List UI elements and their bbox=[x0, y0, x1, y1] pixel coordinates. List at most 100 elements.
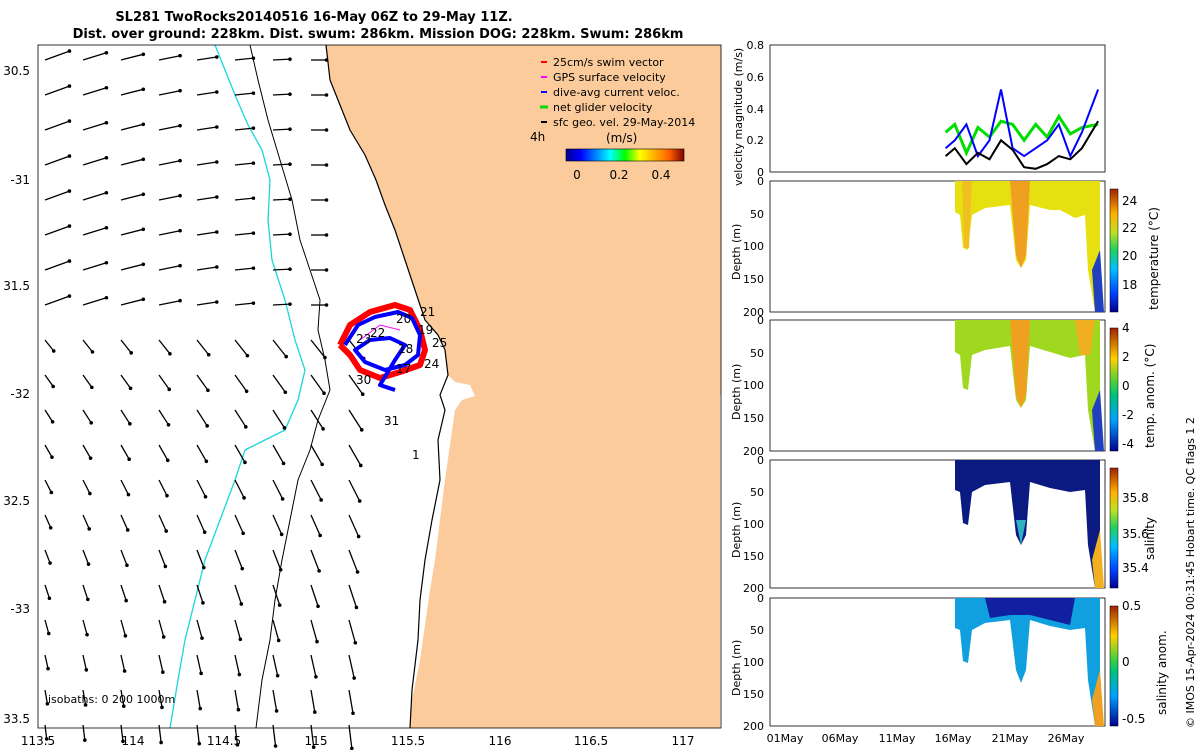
current-arrow-head bbox=[121, 739, 125, 744]
day-label: 22 bbox=[370, 326, 385, 340]
current-arrow-head bbox=[51, 384, 55, 389]
current-arrow bbox=[196, 549, 205, 568]
current-arrow-head bbox=[48, 561, 52, 565]
current-arrow bbox=[44, 85, 70, 96]
velocity-lines bbox=[944, 89, 1100, 170]
time-tick: 16May bbox=[935, 732, 972, 745]
depth-y-tick: 50 bbox=[750, 208, 764, 221]
current-arrow bbox=[196, 301, 217, 306]
current-arrow-head bbox=[311, 745, 316, 750]
current-arrow bbox=[158, 55, 181, 61]
current-arrow bbox=[196, 619, 203, 639]
current-arrow-head bbox=[201, 601, 205, 605]
current-arrow bbox=[272, 93, 291, 96]
current-arrow-head bbox=[236, 707, 241, 712]
current-arrow bbox=[158, 125, 181, 131]
velocity-axes bbox=[769, 44, 1106, 173]
current-arrow bbox=[44, 190, 70, 201]
map-x-tick: 115 bbox=[305, 734, 328, 748]
current-arrow-head bbox=[214, 160, 219, 164]
current-arrow-head bbox=[314, 675, 318, 679]
current-arrow bbox=[234, 197, 254, 201]
current-arrow-head bbox=[276, 638, 281, 643]
time-tick: 11May bbox=[879, 732, 916, 745]
current-arrow-head bbox=[67, 224, 72, 228]
current-arrow bbox=[196, 444, 207, 462]
current-arrow-head bbox=[251, 301, 256, 305]
map-y-tick: -33 bbox=[10, 602, 30, 616]
current-arrow-head bbox=[240, 566, 245, 571]
current-arrow bbox=[82, 584, 89, 600]
current-arrow bbox=[310, 479, 322, 501]
salinity-anomaly-colorbar bbox=[1109, 605, 1119, 727]
current-arrow bbox=[158, 619, 165, 638]
day-label: 17 bbox=[396, 362, 411, 376]
map-y-tick: 33.5 bbox=[3, 712, 30, 726]
current-arrow-head bbox=[84, 668, 89, 672]
legend-label-swim: 25cm/s swim vector bbox=[553, 56, 664, 69]
current-arrow bbox=[310, 724, 315, 748]
current-arrow bbox=[158, 549, 166, 567]
current-arrow bbox=[348, 619, 356, 643]
current-arrow-head bbox=[178, 158, 182, 163]
current-arrow-head bbox=[197, 741, 202, 746]
legend-label-geo: sfc geo. vel. 29-May-2014 bbox=[553, 116, 695, 129]
current-arrow-head bbox=[241, 531, 245, 536]
legend-label-net: net glider velocity bbox=[553, 101, 653, 114]
velocity-y-tick: 0.2 bbox=[747, 134, 765, 147]
map-y-tick: -32 bbox=[10, 387, 30, 401]
legend-label-dive: dive-avg current veloc. bbox=[553, 86, 680, 99]
current-arrow bbox=[44, 619, 50, 634]
map-x-tick: 115.5 bbox=[391, 734, 425, 748]
current-arrow bbox=[158, 90, 181, 96]
current-arrow bbox=[120, 514, 129, 531]
current-arrow-head bbox=[273, 744, 278, 748]
current-arrow bbox=[310, 549, 320, 572]
current-arrow bbox=[120, 88, 144, 96]
current-arrow-head bbox=[274, 709, 279, 713]
current-arrow-head bbox=[318, 533, 322, 538]
track-red bbox=[337, 302, 428, 381]
legend-label-gps: GPS surface velocity bbox=[553, 71, 666, 84]
current-arrow-head bbox=[141, 227, 146, 232]
current-arrow-head bbox=[275, 673, 280, 678]
current-arrow-head bbox=[284, 354, 288, 359]
depth-y-tick: 100 bbox=[743, 518, 764, 531]
map-x-tick: 113.5 bbox=[21, 734, 55, 748]
current-arrow bbox=[272, 584, 281, 606]
current-arrow-head bbox=[125, 563, 129, 568]
current-arrow bbox=[44, 444, 53, 458]
current-arrow-head bbox=[214, 55, 219, 59]
current-arrow-head bbox=[125, 528, 130, 532]
temperature-panel: 24 22 20 18 temperature (°C) bbox=[769, 180, 1161, 313]
current-arrow-head bbox=[85, 632, 89, 637]
colorbar-tick: 0 bbox=[573, 168, 581, 182]
velocity-y-tick: 0.4 bbox=[747, 103, 765, 116]
current-arrow bbox=[120, 444, 130, 460]
current-arrow-head bbox=[51, 349, 56, 353]
current-arrow-head bbox=[315, 639, 319, 644]
temperature-colorbar bbox=[1109, 188, 1119, 313]
current-arrow-head bbox=[87, 527, 92, 531]
colorbar-unit: (m/s) bbox=[606, 131, 637, 145]
depth-axes: Depth (m) 0 50 100 150 200 Depth (m) 0 5… bbox=[730, 175, 764, 733]
depth-y-tick: 200 bbox=[743, 445, 764, 458]
current-arrow-head bbox=[316, 604, 320, 609]
map-x-tick: 116 bbox=[489, 734, 512, 748]
current-arrow-head bbox=[67, 154, 72, 158]
depth-y-tick: 0 bbox=[757, 454, 764, 467]
current-arrow-head bbox=[288, 57, 292, 61]
temp-anomaly-colorbar bbox=[1109, 327, 1119, 452]
map-y-axis: 30.5 -31 31.5 -32 32.5 -33 33.5 bbox=[3, 64, 30, 726]
current-arrow-head bbox=[277, 603, 282, 607]
current-arrow bbox=[234, 57, 254, 61]
current-arrow bbox=[44, 225, 70, 236]
current-arrow-head bbox=[322, 391, 326, 396]
current-arrow-head bbox=[123, 634, 128, 638]
current-arrow-head bbox=[167, 387, 172, 392]
depth-y-tick: 150 bbox=[743, 273, 764, 286]
current-arrow bbox=[234, 339, 248, 357]
depth-y-tick: 100 bbox=[743, 240, 764, 253]
temp-anomaly-warm-2 bbox=[1075, 320, 1095, 355]
